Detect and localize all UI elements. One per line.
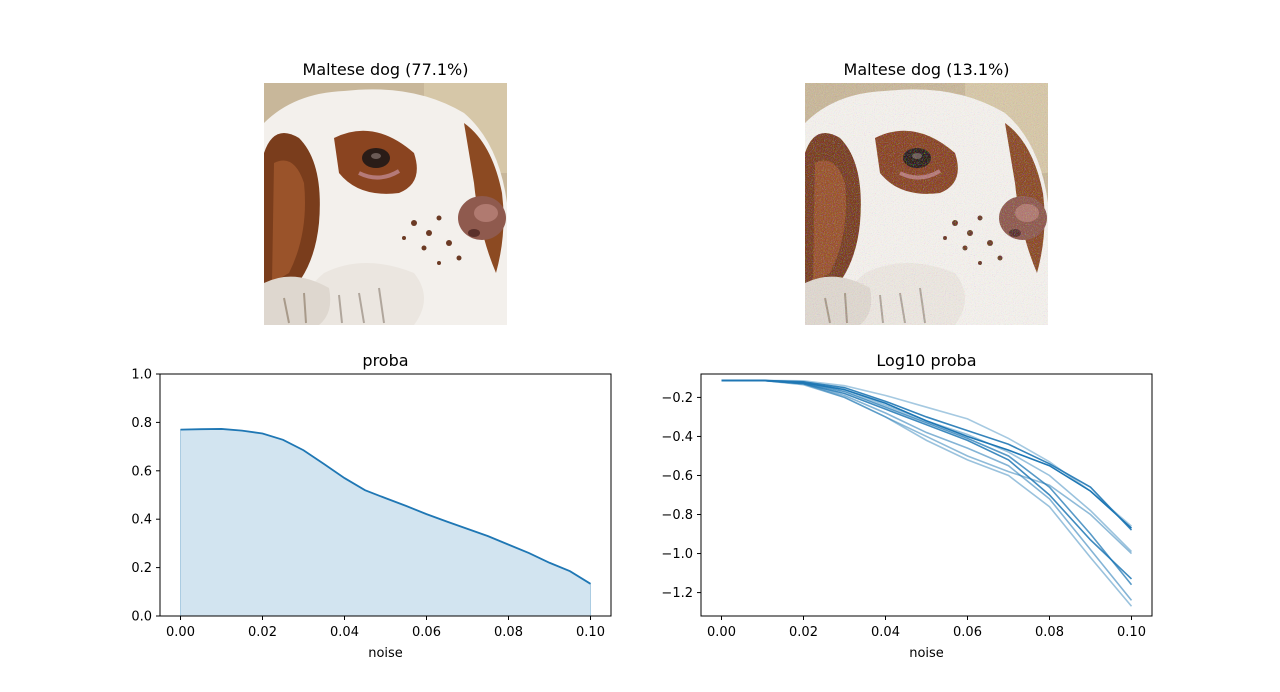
x-tick-label: 0.04 [871,625,900,640]
log10-proba-chart: Log10 proba noise 0.00 0.02 0.04 0.06 0.08 0.… [661,351,1153,661]
x-tick-label: 0.06 [953,625,982,640]
series-line-8 [721,379,1133,601]
y-tick-label: 1.0 [131,368,152,383]
x-axis-label: noise [909,646,944,661]
x-tick-label: 0.02 [248,625,277,640]
series-line-4 [721,379,1133,586]
y-tick-label: 0.8 [131,416,152,431]
x-tick-label: 0.08 [1035,625,1064,640]
y-tick-label: −0.6 [661,469,693,484]
chart-title: proba [362,351,408,370]
x-tick-label: 0.06 [412,625,441,640]
noisy-image-title: Maltese dog (13.1%) [844,60,1010,79]
series-area-fill [180,428,591,617]
axes-frame [159,373,612,617]
original-image-title: Maltese dog (77.1%) [303,60,469,79]
series-line-2 [721,379,1133,531]
y-tick-label: −1.2 [661,586,693,601]
x-tick-label: 0.00 [166,625,195,640]
x-tick-label: 0.10 [1117,625,1146,640]
axes-frame [700,373,1153,617]
x-tick-label: 0.02 [789,625,818,640]
chart-title: Log10 proba [876,351,976,370]
series-line-9 [721,379,1133,607]
y-tick-label: −0.2 [661,391,693,406]
x-tick-label: 0.04 [330,625,359,640]
y-tick-label: 0.2 [131,561,152,576]
series-line-1 [721,379,1133,529]
y-tick-label: −0.4 [661,430,693,445]
proba-chart: proba noise 0.00 0.02 0.04 0.06 0.08 0.10 0.0 0… [131,351,612,661]
x-tick-label: 0.10 [576,625,605,640]
series-line-5 [721,379,1133,527]
noisy-dog-image [805,83,1048,325]
x-tick-label: 0.00 [707,625,736,640]
y-tick-label: −0.8 [661,508,693,523]
series-line-3 [721,379,1133,580]
y-tick-label: 0.0 [131,610,152,625]
x-axis-label: noise [368,646,403,661]
y-tick-label: −1.0 [661,547,693,562]
series-line [180,428,591,585]
original-dog-image [264,83,507,325]
y-tick-label: 0.4 [131,513,152,528]
y-tick-label: 0.6 [131,464,152,479]
series-line-6 [721,379,1133,553]
x-tick-label: 0.08 [494,625,523,640]
